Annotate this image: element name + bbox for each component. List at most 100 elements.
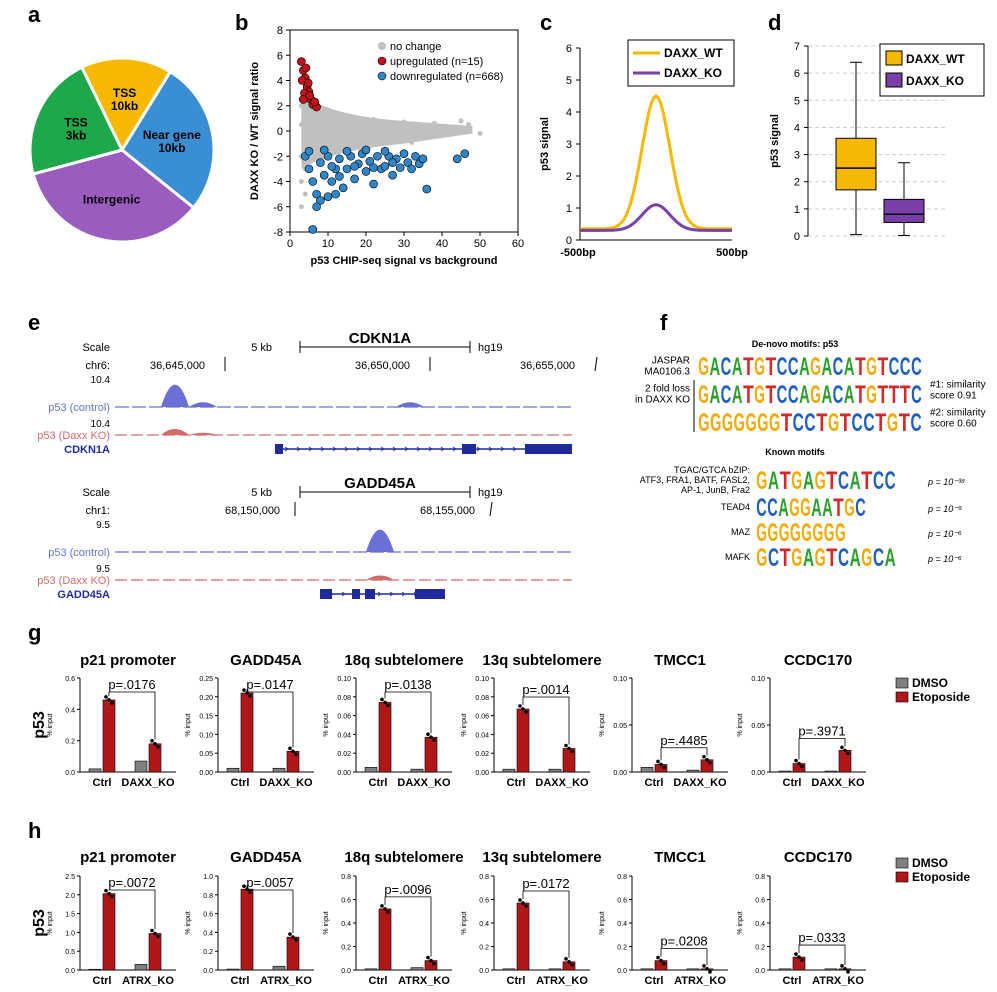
- scatter-point: [335, 172, 344, 181]
- bar-etoposide: [378, 702, 392, 773]
- scatter-point: [301, 63, 311, 73]
- track-label-control: p53 (control): [48, 547, 110, 559]
- y-tick-label: 0.2: [479, 945, 489, 952]
- x-category-label: Ctrl: [783, 975, 802, 987]
- motif-letter: T: [833, 494, 843, 522]
- replicate-dot: [662, 765, 666, 770]
- motif-letter: G: [722, 409, 733, 437]
- p-value-label: p=.0172: [522, 876, 569, 891]
- scatter-point: [393, 132, 399, 138]
- motif-letter: C: [833, 381, 844, 409]
- bar-chart-13q-subtelomere: 13q subtelomere 0.00 0.02 0.04 0.06 0.08 0.10%…: [461, 652, 602, 789]
- motif-score: #2: similarity score 0.60: [930, 408, 986, 430]
- strand-arrow: [548, 446, 553, 452]
- legend-swatch: [895, 677, 909, 689]
- gene-exon: [365, 589, 375, 599]
- significance-bracket: [246, 689, 294, 748]
- gene-model-label: CDKN1A: [64, 444, 110, 456]
- coord-label: 36,655,000: [520, 360, 575, 372]
- motif-letter: A: [844, 381, 855, 409]
- replicate-dot: [521, 901, 525, 905]
- replicate-dot: [426, 955, 430, 960]
- y-tick-label: 0.4: [341, 921, 351, 928]
- strand-arrow: [329, 591, 334, 597]
- track-max: 9.5: [96, 564, 110, 575]
- motif-letter: C: [911, 353, 922, 381]
- motif-letter: G: [866, 381, 877, 409]
- scatter-point: [340, 133, 346, 139]
- replicate-dot: [659, 958, 663, 963]
- y-tick-label: 7: [794, 41, 800, 53]
- x-axis-label: p53 CHIP-seq signal vs background: [310, 255, 497, 267]
- y-tick-label: 0.8: [203, 893, 213, 900]
- y-tick-label: 2: [794, 177, 800, 189]
- motif-letter: A: [850, 467, 861, 495]
- replicate-dot: [794, 952, 798, 956]
- strand-arrow: [437, 591, 442, 597]
- replicate-dot: [564, 743, 568, 748]
- scatter-point: [403, 158, 413, 167]
- motif-letter: C: [889, 353, 900, 381]
- bar-chart-title: CCDC170: [784, 849, 852, 866]
- panel-letter-c: c: [540, 10, 552, 35]
- motif-letter: G: [810, 353, 821, 381]
- bar-chart-CCDC170: CCDC170 0.00 0.05 0.10 % input Ctrl DAXX_KO p=.…: [737, 652, 866, 789]
- motif-letter: A: [768, 467, 779, 495]
- y-tick-label: 0.08: [337, 695, 351, 702]
- scatter-point: [422, 184, 432, 194]
- motif-letter: T: [816, 409, 827, 437]
- track-label-control: p53 (control): [48, 402, 110, 414]
- scatter-point: [333, 120, 339, 126]
- scatter-point: [460, 149, 470, 159]
- y-tick-label: 3: [566, 139, 572, 151]
- bar-chart-title: 13q subtelomere: [482, 849, 601, 866]
- bar-etoposide: [424, 736, 438, 773]
- legend-marker: [377, 56, 387, 66]
- motif-letter: G: [810, 381, 821, 409]
- motif-letter: A: [799, 353, 810, 381]
- motif-letter: G: [734, 409, 745, 437]
- y-tick-label: 0.10: [199, 732, 213, 739]
- motif-letter: C: [788, 381, 799, 409]
- x-category-label: Ctrl: [507, 777, 526, 789]
- replicate-dot: [110, 894, 114, 899]
- motif-letter: C: [767, 494, 777, 522]
- motif-letter: C: [873, 544, 884, 572]
- motif-letter: G: [866, 353, 877, 381]
- panel-letter-a: a: [28, 2, 41, 27]
- scatter-point: [302, 115, 308, 121]
- profile-chart: 0 1 2 3 4 5 6 -500bp 500bp p53 signal DAXX_WT DAXX_…: [539, 39, 748, 259]
- strand-arrow: [368, 446, 373, 452]
- y-axis-label: DAXX KO / WT signal ratio: [249, 62, 261, 200]
- motif-letter: C: [721, 381, 732, 409]
- motif-letter: G: [815, 544, 826, 572]
- bar-dmso: [364, 766, 378, 773]
- y-tick-label: 0.6: [755, 898, 765, 905]
- pie-slice-label: Intergenic: [83, 193, 141, 207]
- significance-bracket: [522, 890, 570, 958]
- gene-exon: [415, 589, 445, 599]
- motif-letter: C: [885, 467, 896, 495]
- y-tick-label: -6: [273, 202, 283, 214]
- legend-swatch: [885, 50, 903, 66]
- motif-letter: T: [875, 409, 886, 437]
- strand-arrow: [284, 446, 289, 452]
- strand-arrow: [428, 446, 433, 452]
- y-tick-label: 4: [566, 107, 572, 119]
- replicate-dot: [702, 964, 706, 968]
- genome-track-CDKN1A: Scale 5 kb CDKN1A hg19 chr6: 36,645,000 36,650…: [37, 330, 598, 456]
- y-tick-label: 6: [277, 50, 283, 62]
- legend-label: DAXX_KO: [664, 66, 722, 80]
- motif-letter: G: [887, 409, 898, 437]
- y-tick-label: 0.00: [337, 770, 351, 777]
- bar-dmso: [686, 968, 700, 971]
- replicate-dot: [380, 904, 384, 908]
- scatter-point: [399, 149, 409, 159]
- bar-chart-title: 13q subtelomere: [482, 652, 601, 669]
- replicate-dot: [426, 732, 430, 737]
- scatter-point: [373, 151, 382, 161]
- scatter-point: [420, 127, 426, 133]
- p-value-label: p=.0072: [108, 875, 155, 890]
- scatter-point: [305, 91, 315, 100]
